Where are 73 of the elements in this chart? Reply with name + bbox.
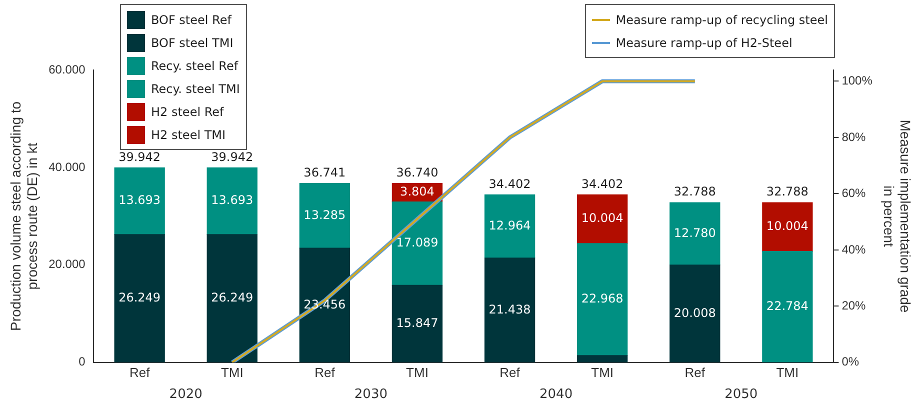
x-tick-label: TMI (406, 364, 428, 380)
x-tick-label: Ref (314, 364, 336, 380)
y-tick-label: 40.000 (48, 160, 86, 174)
total-label: 32.788 (766, 184, 808, 199)
data-label: 22.784 (766, 299, 808, 314)
data-label: 15.847 (396, 316, 438, 330)
text: 2050 (724, 386, 758, 402)
data-label: 12.780 (674, 226, 716, 240)
text: 2030 (354, 386, 388, 402)
bar (299, 183, 350, 248)
total-label: 32.788 (674, 184, 716, 199)
data-label: 26.249 (211, 290, 254, 305)
legend-label: BOF steel Ref (151, 12, 232, 26)
bar (114, 167, 165, 235)
total-label: 39.942 (211, 150, 254, 164)
bar (670, 202, 720, 266)
data-label: 20.008 (674, 306, 716, 320)
data-label: 10.004 (766, 219, 808, 234)
y-axis-title: Production volume steel according to process route (DE) in kt (7, 101, 40, 331)
legend-label: Measure ramp-up of recycling steel (616, 12, 828, 26)
data-label: 10.004 (581, 211, 624, 226)
y2-tick-label: 60% (842, 186, 866, 200)
total-label: 39.942 (118, 150, 161, 164)
legend-label: Recy. steel Ref (151, 58, 238, 72)
x-tick-label: TMI (776, 364, 799, 380)
data-label: 26.249 (118, 290, 161, 305)
legend-label: Recy. steel TMI (151, 82, 240, 96)
y-tick-label: 0 (78, 354, 86, 369)
bar (392, 284, 443, 362)
total-label: 34.402 (488, 176, 531, 191)
y2-axis-title: Measure implementation grade in percent (880, 120, 914, 313)
bar (206, 167, 258, 235)
bar (670, 264, 720, 362)
total-label: 36.740 (396, 165, 438, 180)
bar (206, 234, 258, 362)
x-tick-label: Ref (129, 364, 150, 380)
y2-tick-label: 40% (842, 242, 866, 256)
bar (392, 202, 443, 286)
bar (577, 243, 628, 356)
legend-label: H2 steel Ref (151, 104, 224, 118)
bar (577, 355, 628, 362)
data-label: 21.438 (488, 302, 531, 316)
bar (299, 248, 350, 362)
data-label: 22.968 (581, 292, 624, 306)
y2-tick-label: 20% (842, 298, 866, 312)
bar (484, 194, 536, 258)
data-label: 12.964 (488, 218, 531, 232)
y-tick-label: 20.000 (48, 257, 86, 272)
bar (114, 234, 165, 362)
legend-label: H2 steel TMI (151, 128, 226, 142)
data-label: 13.693 (211, 193, 254, 208)
y-tick-label: 60.000 (48, 62, 86, 76)
bar (762, 202, 813, 252)
total-label: 34.402 (581, 176, 624, 191)
total-label: 36.741 (304, 165, 346, 180)
data-label: 17.089 (396, 236, 438, 250)
data-label: 3.804 (400, 184, 434, 199)
bar (484, 258, 536, 362)
legend-label: Measure ramp-up of H2-Steel (616, 36, 792, 50)
text: 2040 (540, 386, 573, 402)
y2-tick-label: 0% (842, 354, 860, 369)
data-label: 13.693 (118, 193, 161, 208)
x-tick-label: Ref (684, 364, 706, 380)
x-tick-label: TMI (220, 364, 244, 380)
y2-tick-label: 80% (842, 130, 866, 144)
bar (762, 251, 813, 362)
bar (577, 194, 628, 244)
x-tick-label: Ref (500, 364, 520, 380)
text: 2020 (169, 386, 202, 402)
y2-tick-label: 100% (842, 74, 873, 88)
x-tick-label: TMI (591, 364, 614, 380)
data-label: 13.285 (304, 208, 346, 222)
legend-label: BOF steel TMI (151, 36, 234, 50)
